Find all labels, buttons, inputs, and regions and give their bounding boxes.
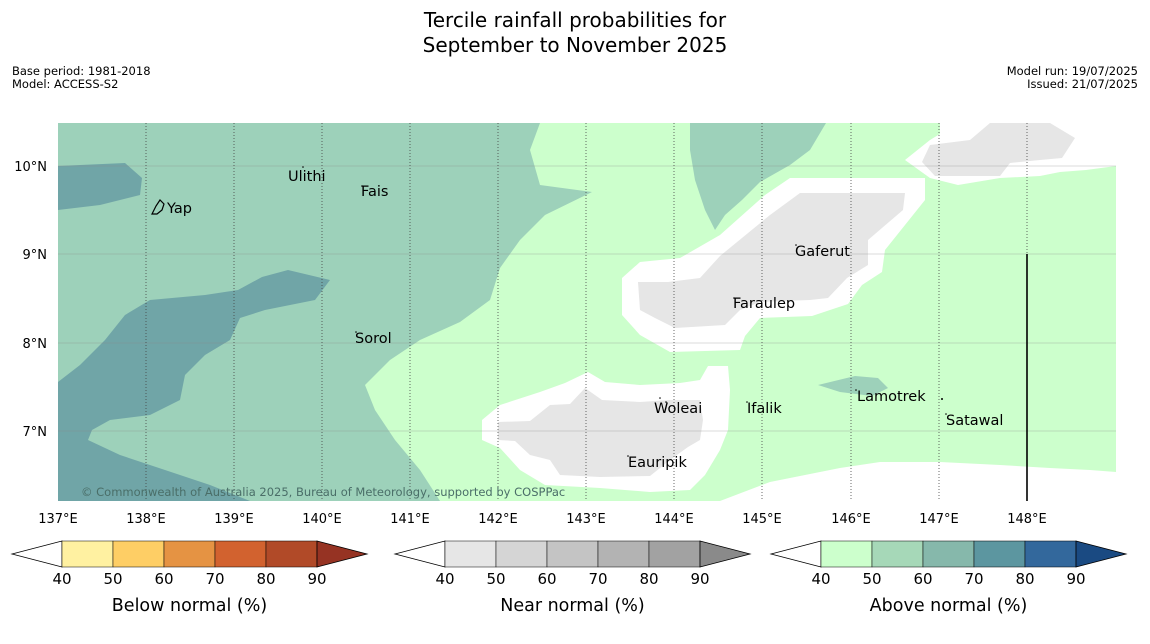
lon-label-137e: 137°E bbox=[38, 512, 78, 527]
colorbar-segment bbox=[973, 540, 1026, 568]
colorbar-segment bbox=[820, 540, 873, 568]
place-fais: Fais bbox=[361, 184, 388, 200]
lat-label-7n: 7°N bbox=[23, 425, 48, 440]
base-period: Base period: 1981-2018 bbox=[12, 64, 151, 78]
colorbar-tick-label: 80 bbox=[1015, 570, 1034, 588]
place-faraulep: Faraulep bbox=[733, 296, 795, 312]
place-sorol: Sorol bbox=[355, 331, 392, 347]
colorbar-segment bbox=[214, 540, 267, 568]
above-60-70-patch-nw bbox=[58, 163, 142, 210]
colorbar-segment bbox=[648, 540, 701, 568]
colorbar-tick-label: 60 bbox=[154, 570, 173, 588]
lon-label-141e: 141°E bbox=[390, 512, 430, 527]
lon-label-146e: 146°E bbox=[831, 512, 871, 527]
colorbar-tick-label: 40 bbox=[435, 570, 454, 588]
colorbar-title: Near normal (%) bbox=[500, 596, 645, 616]
above-50-60-patch-north bbox=[690, 123, 826, 230]
colorbar-segment bbox=[871, 540, 924, 568]
colorbar-left-extension bbox=[769, 540, 822, 568]
colorbar-tick-label: 90 bbox=[307, 570, 326, 588]
colorbar-segment bbox=[61, 540, 114, 568]
lon-label-144e: 144°E bbox=[654, 512, 694, 527]
issued-date: Issued: 21/07/2025 bbox=[1027, 77, 1138, 91]
colorbar-tick-label: 90 bbox=[690, 570, 709, 588]
lon-label-139e: 139°E bbox=[214, 512, 254, 527]
lat-label-8n: 8°N bbox=[23, 337, 48, 352]
colorbar-tick-label: 80 bbox=[639, 570, 658, 588]
colorbar-tick-label: 80 bbox=[256, 570, 275, 588]
above-40-50-east-strip bbox=[1045, 166, 1116, 472]
lon-label-143e: 143°E bbox=[566, 512, 606, 527]
colorbar-segment bbox=[265, 540, 318, 568]
colorbar-tick-label: 50 bbox=[486, 570, 505, 588]
place-satawal: Satawal bbox=[946, 413, 1003, 429]
colorbar-left-extension bbox=[10, 540, 63, 568]
latitude-labels: 10°N 9°N 8°N 7°N bbox=[14, 160, 47, 440]
colorbar-segment bbox=[1024, 540, 1077, 568]
above-50-60-region-west bbox=[58, 123, 592, 501]
near-40-50-region-woleai bbox=[498, 388, 703, 477]
colorbar-tick-label: 90 bbox=[1066, 570, 1085, 588]
colorbar-segment bbox=[597, 540, 650, 568]
model-run: Model run: 19/07/2025 bbox=[1006, 64, 1138, 78]
title-line-1: Tercile rainfall probabilities for bbox=[423, 8, 727, 32]
colorbar-tick-label: 70 bbox=[964, 570, 983, 588]
colorbar-tick-label: 70 bbox=[588, 570, 607, 588]
colorbar-right-extension bbox=[1075, 540, 1128, 568]
island-dots bbox=[302, 166, 947, 457]
place-woleai: Woleai bbox=[654, 401, 702, 417]
colorbar-near-normal: 40 50 60 70 80 90 Near normal (%) bbox=[393, 540, 752, 616]
colorbar-segment bbox=[444, 540, 497, 568]
colorbar-tick-label: 60 bbox=[537, 570, 556, 588]
colorbar-title: Below normal (%) bbox=[112, 596, 267, 616]
colorbar-left-extension bbox=[393, 540, 446, 568]
lon-label-142e: 142°E bbox=[478, 512, 518, 527]
white-region-se bbox=[720, 462, 1116, 501]
meta-left: Base period: 1981-2018 Model: ACCESS-S2 bbox=[12, 65, 151, 91]
lon-label-147e: 147°E bbox=[919, 512, 959, 527]
colorbar-segment bbox=[495, 540, 548, 568]
longitude-labels: 137°E 138°E 139°E 140°E 141°E 142°E 143°… bbox=[38, 512, 1047, 527]
place-eauripik: Eauripik bbox=[628, 455, 687, 471]
above-60-70-region-sw bbox=[58, 270, 330, 501]
model-name: Model: ACCESS-S2 bbox=[12, 77, 119, 91]
copyright-notice: © Commonwealth of Australia 2025, Bureau… bbox=[81, 485, 565, 499]
colorbar-segment bbox=[163, 540, 216, 568]
colorbar-below-normal: 40 50 60 70 80 90 Below normal (%) bbox=[10, 540, 369, 616]
place-ulithi: Ulithi bbox=[288, 169, 326, 185]
lon-label-145e: 145°E bbox=[742, 512, 782, 527]
place-yap: Yap bbox=[166, 201, 192, 217]
above-50-60-patch-lamotrek bbox=[818, 376, 888, 396]
near-40-50-region-ne bbox=[922, 123, 1075, 176]
yap-island-shape bbox=[151, 199, 165, 215]
colorbar-tick-label: 50 bbox=[862, 570, 881, 588]
colorbar-above-normal: 40 50 60 70 80 90 Above normal (%) bbox=[769, 540, 1128, 616]
place-ifalik: Ifalik bbox=[747, 401, 782, 417]
near-40-50-region-gaferut bbox=[638, 193, 905, 328]
colorbar-tick-label: 70 bbox=[205, 570, 224, 588]
lon-label-138e: 138°E bbox=[126, 512, 166, 527]
lon-label-148e: 148°E bbox=[1007, 512, 1047, 527]
colorbar-right-extension bbox=[316, 540, 369, 568]
colorbar-segment bbox=[922, 540, 975, 568]
title-line-2: September to November 2025 bbox=[422, 33, 728, 57]
meta-right: Model run: 19/07/2025 Issued: 21/07/2025 bbox=[1007, 65, 1138, 91]
map-area: Yap Ulithi Fais Sorol Gaferut Faraulep W… bbox=[58, 123, 1116, 501]
colorbar-segment bbox=[112, 540, 165, 568]
colorbar-tick-label: 60 bbox=[913, 570, 932, 588]
colorbar-tick-label: 40 bbox=[52, 570, 71, 588]
place-lamotrek: Lamotrek bbox=[857, 389, 926, 405]
colorbar-tick-label: 50 bbox=[103, 570, 122, 588]
place-gaferut: Gaferut bbox=[795, 244, 850, 260]
colorbar-right-extension bbox=[699, 540, 752, 568]
map-title: Tercile rainfall probabilities for Septe… bbox=[0, 8, 1150, 58]
colorbar-title: Above normal (%) bbox=[870, 596, 1028, 616]
lon-label-140e: 140°E bbox=[302, 512, 342, 527]
lat-label-10n: 10°N bbox=[14, 160, 47, 175]
colorbar-tick-label: 40 bbox=[811, 570, 830, 588]
lat-label-9n: 9°N bbox=[23, 248, 48, 263]
colorbar-segment bbox=[546, 540, 599, 568]
